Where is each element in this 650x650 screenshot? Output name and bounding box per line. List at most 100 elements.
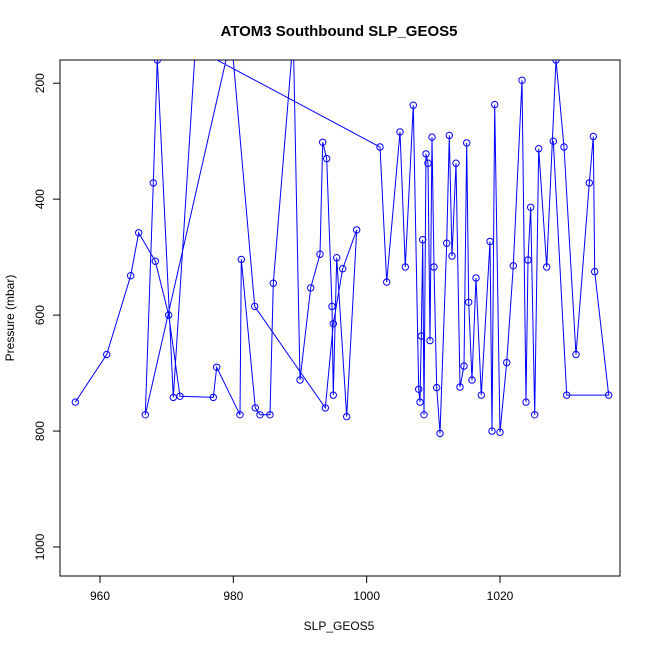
- data-point: [419, 236, 427, 244]
- data-point: [452, 159, 460, 167]
- y-axis-label: Pressure (mbar): [3, 275, 17, 362]
- data-point: [307, 284, 315, 292]
- data-point: [503, 358, 511, 367]
- data-point: [296, 376, 304, 384]
- data-point: [213, 363, 221, 371]
- data-point: [103, 350, 111, 359]
- y-tick-label: 800: [33, 421, 47, 441]
- y-tick-label: 400: [33, 189, 47, 209]
- data-point: [460, 362, 468, 370]
- data-point: [251, 302, 259, 311]
- data-point: [323, 154, 331, 163]
- data-point: [237, 255, 246, 264]
- y-axis: 200 400 600 800 1000: [33, 73, 60, 560]
- data-point: [269, 279, 277, 287]
- data-point: [456, 383, 464, 391]
- series-line: [74, 60, 610, 434]
- data-point: [192, 45, 198, 51]
- data-point: [416, 398, 424, 406]
- data-point: [445, 131, 453, 140]
- data-point: [339, 265, 347, 273]
- data-point: [329, 320, 337, 328]
- data-point: [465, 298, 473, 306]
- data-point: [605, 391, 613, 399]
- y-tick-label: 600: [33, 305, 47, 325]
- data-point: [135, 229, 143, 237]
- data-point: [328, 302, 336, 311]
- data-point: [420, 411, 428, 419]
- data-point: [343, 412, 351, 421]
- data-point: [563, 391, 571, 399]
- x-tick-label: 960: [90, 589, 110, 603]
- data-point: [488, 427, 496, 435]
- data-point: [266, 411, 274, 419]
- data-point: [149, 179, 158, 187]
- data-point: [319, 138, 327, 147]
- data-point: [572, 350, 580, 359]
- data-point: [141, 411, 150, 419]
- data-point: [426, 336, 434, 345]
- data-point: [428, 133, 436, 141]
- y-tick-label: 1000: [33, 533, 47, 560]
- y-tick-label: 200: [33, 73, 47, 93]
- series-group: [71, 45, 613, 438]
- data-point: [409, 101, 417, 109]
- data-point: [477, 391, 485, 399]
- data-point: [509, 262, 517, 270]
- data-point: [535, 145, 543, 153]
- data-point: [549, 137, 557, 145]
- data-point: [436, 429, 444, 438]
- data-point: [165, 311, 173, 319]
- data-point: [468, 376, 476, 384]
- x-tick-label: 1020: [487, 589, 514, 603]
- data-point: [443, 239, 451, 247]
- data-point: [401, 263, 409, 271]
- data-point: [496, 428, 504, 436]
- data-point: [552, 60, 560, 64]
- data-point: [424, 159, 432, 167]
- x-axis: 960 980 1000 1020: [90, 576, 514, 603]
- data-point: [589, 132, 597, 141]
- data-point: [209, 393, 218, 402]
- x-tick-label: 1000: [353, 589, 380, 603]
- data-point: [422, 150, 430, 158]
- data-point: [448, 252, 456, 260]
- data-point: [333, 254, 341, 262]
- chart-title: ATOM3 Southbound SLP_GEOS5: [221, 23, 458, 40]
- data-point: [527, 203, 535, 212]
- data-point: [472, 274, 480, 282]
- x-axis-label: SLP_GEOS5: [304, 619, 375, 633]
- data-point: [321, 404, 329, 412]
- data-point: [518, 76, 526, 85]
- data-point: [151, 257, 160, 265]
- data-point: [531, 411, 539, 419]
- data-point: [153, 60, 161, 64]
- data-point: [585, 179, 593, 187]
- data-point: [383, 278, 391, 286]
- data-point: [376, 143, 384, 151]
- data-point: [560, 143, 568, 151]
- data-point: [251, 404, 260, 412]
- data-point: [236, 411, 244, 419]
- data-point: [71, 398, 80, 406]
- data-point: [522, 398, 530, 406]
- plot-frame: [59, 59, 621, 577]
- data-point: [417, 332, 425, 340]
- data-point: [415, 385, 423, 393]
- data-point: [433, 383, 441, 392]
- data-point: [543, 263, 551, 271]
- x-tick-label: 980: [223, 589, 243, 603]
- data-point: [430, 263, 438, 271]
- data-point: [463, 139, 471, 147]
- data-point: [169, 393, 178, 402]
- data-point: [316, 250, 324, 258]
- data-point: [491, 100, 499, 109]
- data-point: [353, 226, 361, 234]
- data-point: [591, 267, 599, 276]
- data-point: [329, 391, 337, 399]
- data-point: [524, 256, 532, 264]
- data-point: [486, 237, 494, 246]
- data-point: [256, 411, 264, 419]
